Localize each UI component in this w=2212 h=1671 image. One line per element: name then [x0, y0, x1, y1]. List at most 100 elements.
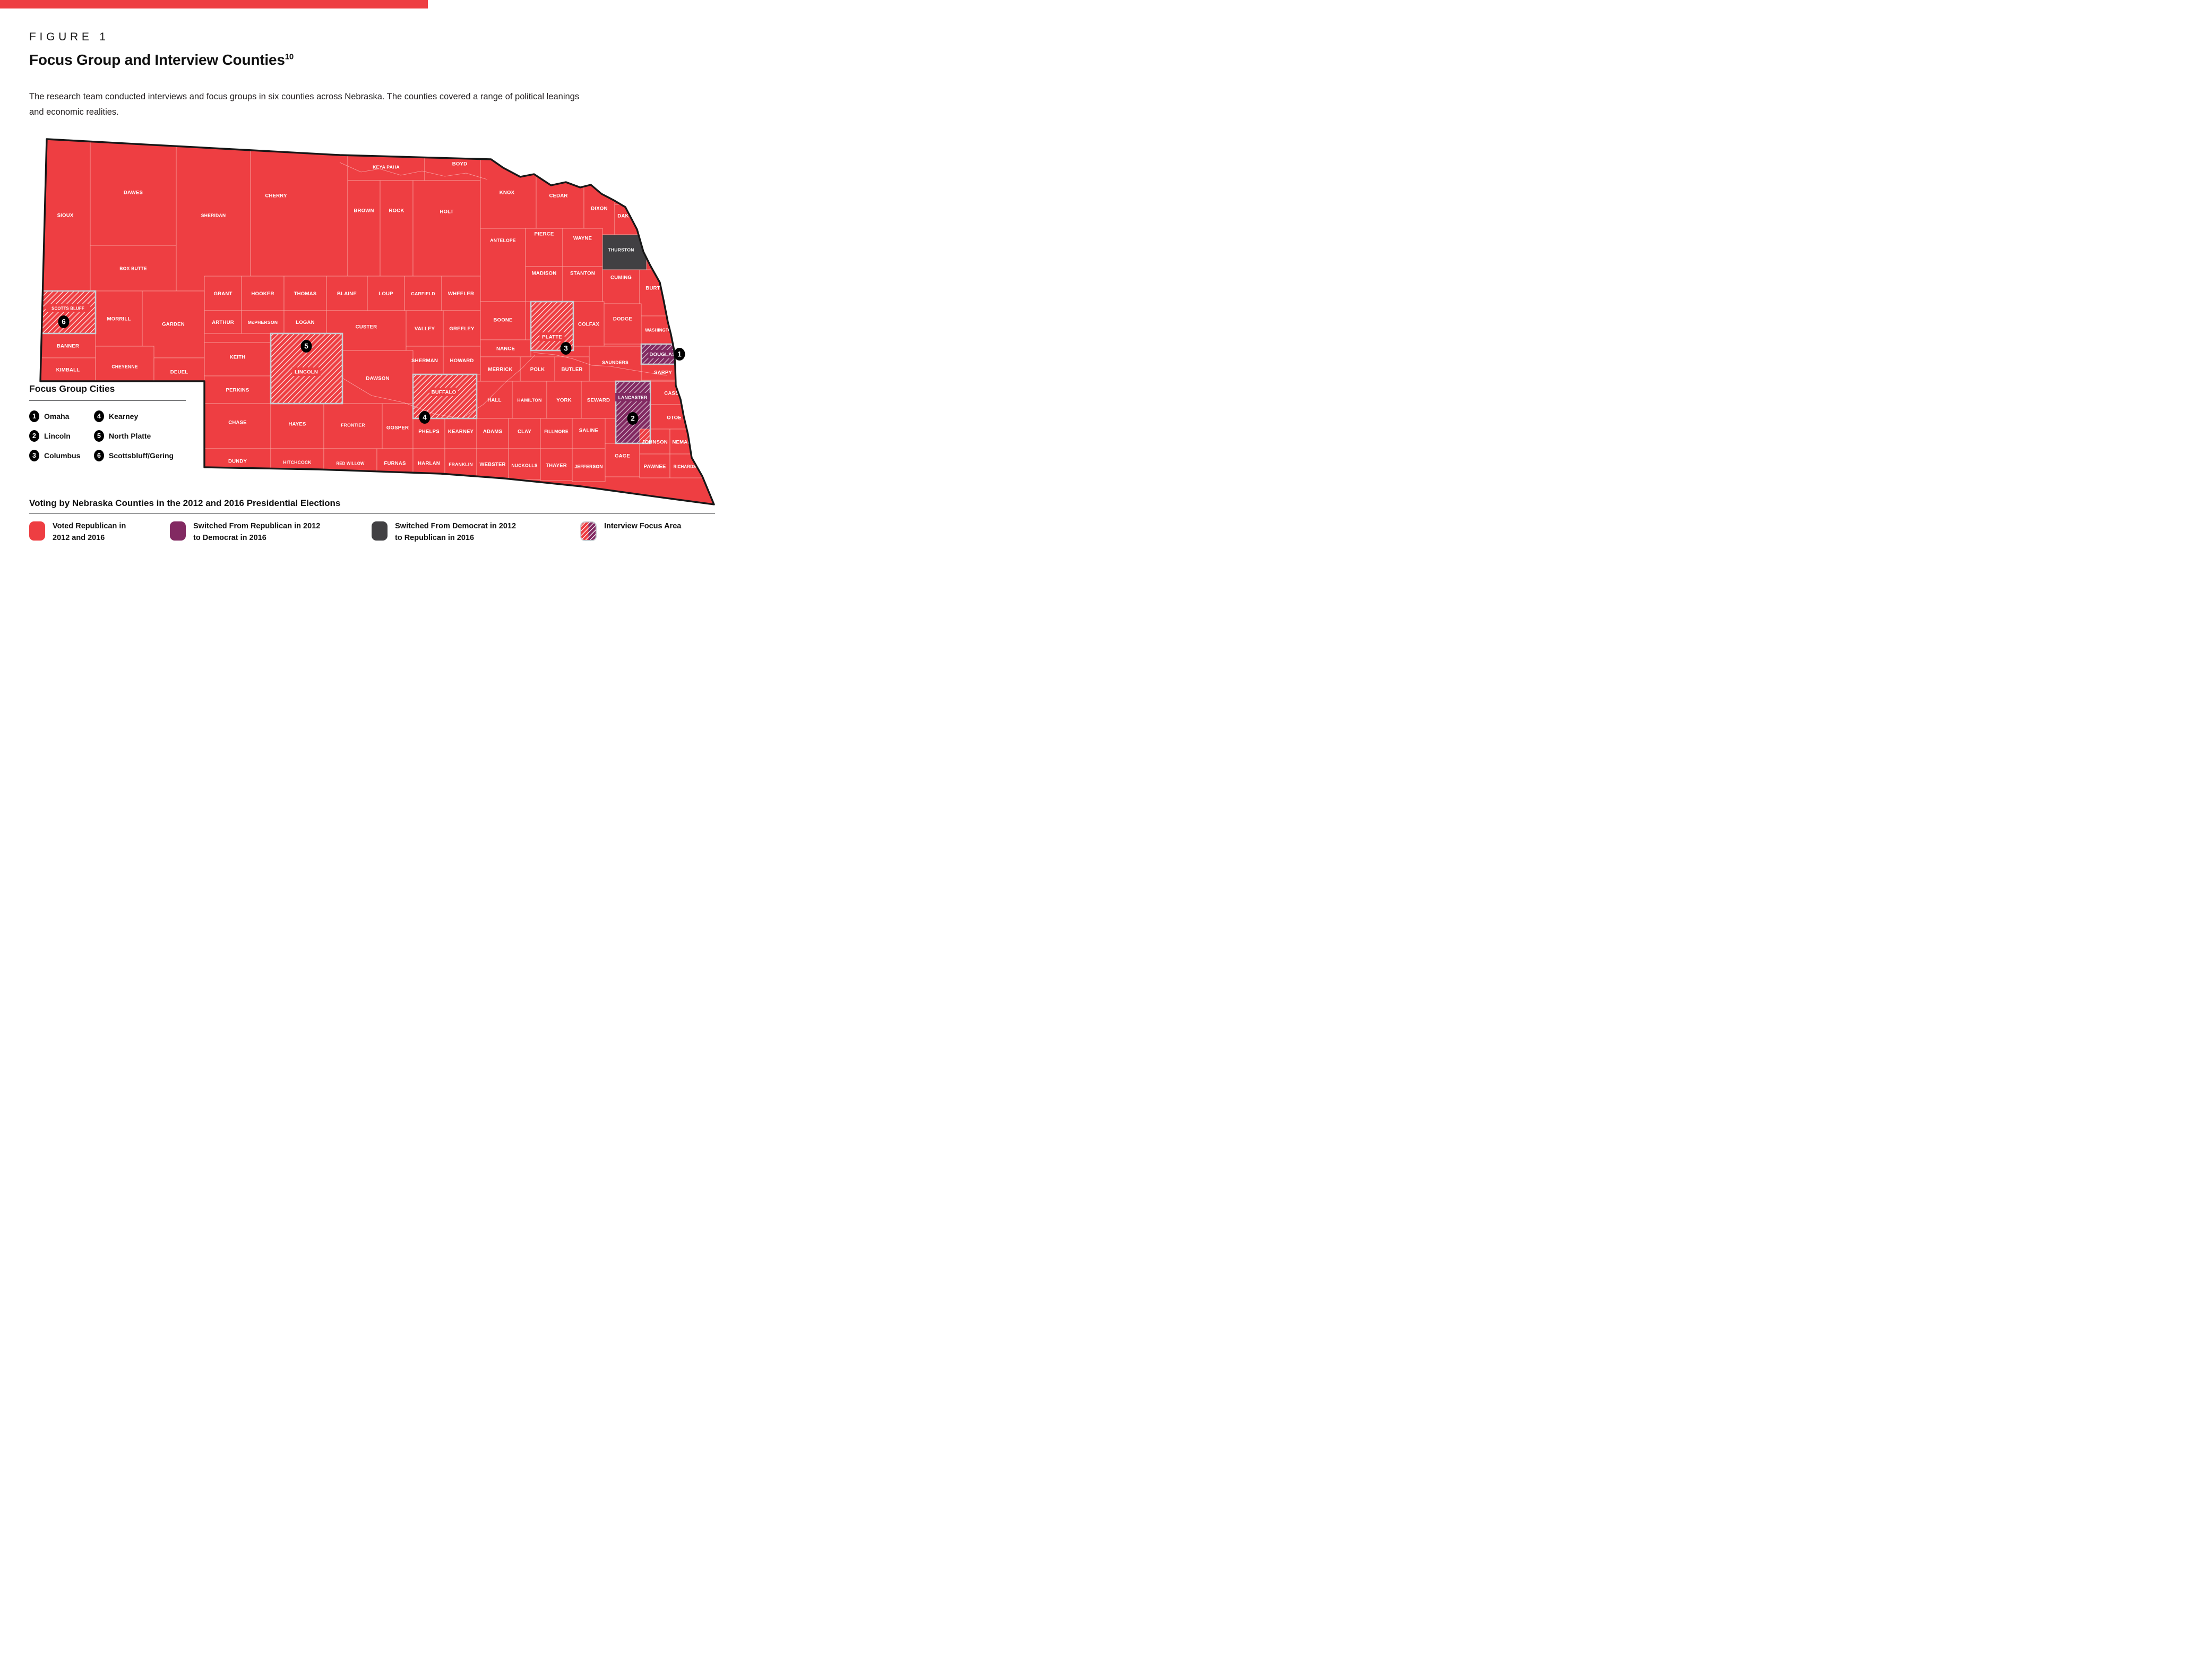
svg-text:2: 2 [631, 415, 635, 423]
county-label: BUFFALO [432, 389, 457, 395]
county-label: WEBSTER [479, 461, 505, 467]
county-label: NANCE [496, 346, 515, 352]
county-label: MADISON [532, 270, 557, 276]
county-label: FURNAS [384, 460, 406, 466]
interview-focus-border [40, 290, 97, 335]
county-label: CEDAR [549, 193, 567, 199]
county-label: DAKOTA [617, 213, 640, 219]
county-valley [406, 310, 444, 347]
county-label: GOSPER [386, 425, 409, 431]
page-title: Focus Group and Interview Counties10 [29, 52, 294, 68]
county-label: HOOKER [251, 291, 274, 297]
county-label: SAUNDERS [602, 359, 629, 365]
description-line-1: The research team conducted interviews a… [29, 92, 580, 101]
city-number-badge: 2 [29, 430, 39, 442]
county-dodge [604, 303, 642, 345]
county-label-patch [615, 393, 650, 401]
county-saunders [589, 346, 642, 382]
county-label: RICHARDSON [674, 464, 703, 469]
focus-city-item: 6 Scottsbluff/Gering [94, 450, 186, 461]
county-label: FILLMORE [544, 429, 569, 434]
county-stanton [562, 266, 603, 302]
county-label: LANCASTER [618, 395, 648, 400]
county-label: JEFFERSON [574, 464, 603, 469]
county-label: CUMING [610, 275, 632, 280]
county-colfax [573, 301, 605, 347]
county-label: BOX BUTTE [119, 265, 147, 271]
county-label: GRANT [213, 291, 232, 297]
county-label: NUCKOLLS [511, 462, 537, 468]
county-garfield [404, 276, 442, 311]
county-label-patch [292, 367, 321, 376]
county-york [546, 381, 582, 419]
county-dawson [342, 350, 414, 404]
county-thomas [283, 276, 327, 311]
svg-text:4: 4 [423, 414, 427, 422]
county-wheeler [441, 276, 481, 311]
interview-focus-border [530, 301, 574, 352]
county-label: McPHERSON [248, 320, 278, 325]
legend-label: Switched From Democrat in 2012 to Republi… [395, 522, 517, 542]
county-pawnee [639, 453, 670, 478]
county-label: JOHNSON [642, 439, 668, 445]
county-label: HOWARD [450, 358, 474, 364]
interview-focus-border [615, 380, 651, 444]
county-label: NEMAHA [672, 439, 695, 445]
county-label: HAMILTON [517, 397, 541, 402]
county-howard [443, 346, 481, 375]
county-label: HALL [487, 397, 501, 403]
county-label: MORRILL [107, 316, 131, 322]
county-label-patch [45, 304, 91, 312]
county-cuming [602, 269, 640, 307]
county-label: SARPY [654, 370, 672, 375]
county-label: KEYA PAHA [373, 164, 400, 169]
county-label: PERKINS [226, 387, 249, 393]
county-label: RED WILLOW [336, 461, 365, 466]
county-label: GAGE [615, 453, 630, 459]
county-label: LOGAN [296, 320, 315, 325]
legend-divider [29, 513, 715, 514]
county-label: OTOE [667, 415, 682, 421]
svg-text:6: 6 [62, 318, 66, 326]
county-label: BOONE [493, 317, 513, 323]
county-label: BOYD [452, 161, 468, 167]
county-label: DEUEL [170, 369, 188, 375]
county-label: WASHINGTON [645, 328, 675, 332]
legend-label: Switched From Republican in 2012 to Democ… [193, 522, 321, 542]
county-label-patch [539, 332, 565, 341]
county-label: ANTELOPE [490, 237, 515, 243]
county-mcpherson [241, 310, 285, 334]
county-label: KIMBALL [56, 367, 80, 373]
county-label: CHASE [228, 419, 247, 425]
top-accent-bar [0, 0, 428, 8]
county-label: VALLEY [415, 326, 435, 332]
focus-city-marker-1: 1 [674, 348, 685, 361]
interview-focus-border [270, 332, 343, 405]
county-kearney [444, 418, 477, 449]
city-number-badge: 6 [94, 450, 104, 461]
county-holt [412, 180, 481, 277]
svg-text:5: 5 [304, 342, 308, 350]
county-keya-paha [347, 139, 425, 181]
legend-swatch-interview_focus [580, 521, 597, 541]
county-label: CASS [664, 390, 679, 396]
county-label: GARDEN [162, 321, 185, 327]
city-number-badge: 1 [29, 410, 39, 422]
county-label: SHERIDAN [201, 212, 226, 218]
city-name: Scottsbluff/Gering [109, 451, 174, 460]
county-nuckolls [508, 448, 541, 480]
page-title-text: Focus Group and Interview Counties [29, 52, 285, 68]
county-label: PAWNEE [643, 464, 666, 469]
county-label: CHERRY [265, 193, 287, 199]
legend-item-switched_republican: Switched From Democrat in 2012 to Republi… [372, 521, 580, 544]
county-thurston [602, 234, 647, 270]
focus-cities-divider [29, 400, 186, 401]
river-line [533, 352, 667, 376]
county-madison [525, 266, 563, 302]
county-label: DODGE [613, 316, 633, 322]
legend-item-interview_focus: Interview Focus Area [580, 521, 681, 541]
county-deuel [153, 357, 205, 382]
county-jefferson [572, 448, 606, 482]
county-label: BURT [645, 285, 660, 291]
county-butler [554, 356, 590, 382]
